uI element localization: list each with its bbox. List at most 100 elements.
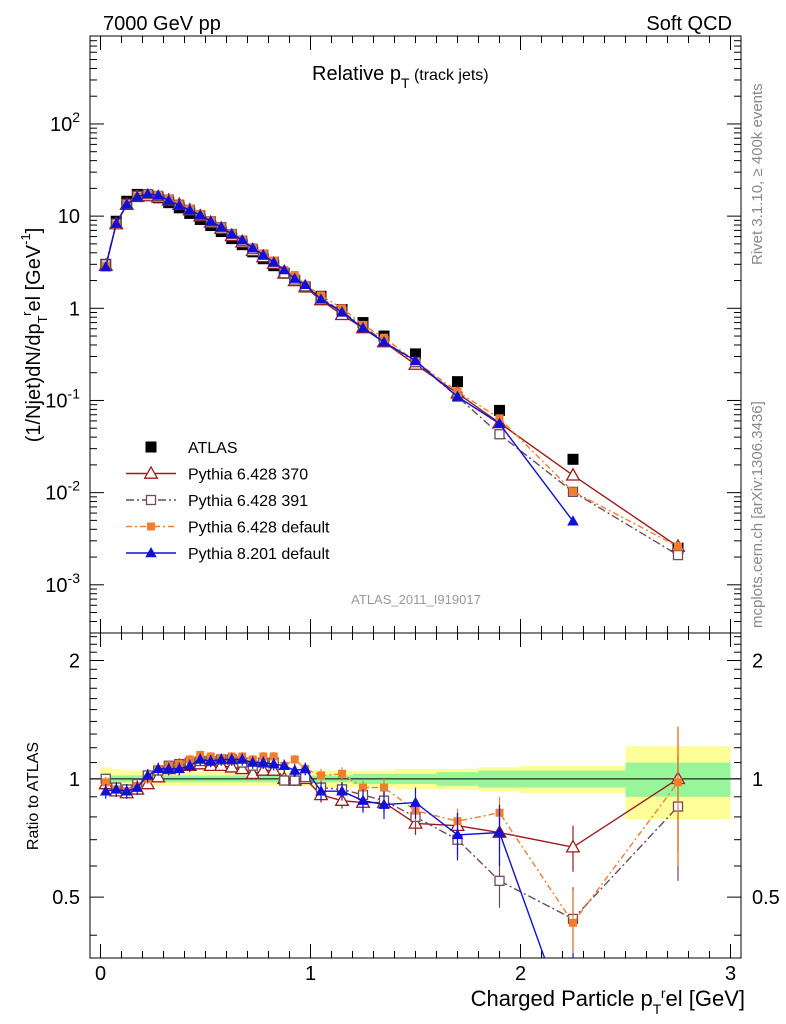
legend-label: Pythia 6.428 391 — [188, 493, 308, 510]
data-point — [215, 221, 227, 232]
ratio-point — [205, 755, 217, 766]
xlabel-main: Charged Particle p — [471, 986, 653, 1011]
legend-label: Pythia 8.201 default — [188, 546, 330, 563]
y-tick-label: 102 — [50, 109, 80, 136]
y-tick-label: 10 — [58, 206, 80, 228]
xlabel-sub: T — [653, 1001, 662, 1017]
data-point — [100, 261, 112, 272]
ratio-point — [565, 839, 581, 853]
data-point — [336, 306, 348, 317]
data-point — [494, 404, 505, 416]
legend: ATLAS Pythia 6.428 370 Pythia 6.428 391 Pyt… — [126, 440, 330, 563]
ratio-y-tick-label-right: 2 — [752, 651, 763, 673]
header-left: 7000 GeV pp — [103, 13, 221, 35]
y-tick-exp: 2 — [72, 109, 80, 125]
series-line — [105, 193, 679, 548]
x-tick-label: 2 — [515, 963, 526, 985]
y-tick-base: 1 — [69, 298, 80, 320]
ratio-point — [121, 785, 133, 796]
ratio-point — [224, 759, 240, 773]
ratio-point — [101, 778, 110, 787]
data-point — [410, 348, 421, 360]
legend-marker — [145, 441, 157, 453]
ratio-point — [359, 783, 367, 792]
x-tick-label: 0 — [95, 963, 106, 985]
data-point — [173, 199, 185, 210]
y-tick-label: 10-2 — [45, 478, 80, 505]
x-axis-label: Charged Particle pTrel [GeV] — [471, 985, 745, 1017]
y-tick-label: 10-1 — [45, 385, 80, 412]
y-tick-base: 10 — [58, 206, 80, 228]
y-tick-base: 10 — [45, 575, 67, 597]
y-tick-exp: -3 — [68, 570, 81, 586]
data-point — [236, 234, 248, 245]
ratio-point — [247, 756, 259, 767]
ratio-point — [142, 769, 154, 780]
y-tick-base: 10 — [45, 483, 67, 505]
ratio-point — [336, 785, 348, 796]
data-point — [674, 542, 682, 551]
data-point — [247, 242, 259, 253]
ratio-point — [338, 769, 346, 778]
y-tick-base: 10 — [45, 390, 67, 412]
ratio-y-tick-label-right: 1 — [752, 769, 763, 791]
data-point — [131, 190, 143, 201]
x-tick-label: 1 — [305, 963, 316, 985]
ratio-point — [152, 762, 164, 774]
ratio-point — [234, 760, 250, 775]
data-point — [205, 215, 217, 226]
ratio-point — [163, 762, 175, 774]
ratio-point — [451, 828, 464, 840]
ratio-point — [674, 778, 682, 787]
main-frame — [89, 35, 742, 634]
ratio-y-tick-label: 1 — [69, 769, 80, 791]
data-point — [110, 217, 122, 228]
data-point — [567, 453, 579, 465]
data-point — [315, 293, 327, 304]
ratio-point — [173, 762, 185, 774]
ratio-series — [98, 726, 686, 958]
data-point — [452, 376, 463, 388]
data-point — [451, 390, 464, 401]
data-point — [278, 264, 290, 275]
title-main: Relative p — [312, 63, 401, 85]
y-tick-exp: -1 — [68, 385, 81, 401]
ratio-point — [289, 775, 300, 786]
y-tick-label: 10-3 — [45, 570, 80, 597]
ratio-point — [278, 759, 290, 770]
mcplots-label: mcplots.cern.ch [arXiv:1306.3436] — [749, 401, 766, 628]
ratio-point — [279, 775, 290, 786]
y-tick-label: 1 — [69, 298, 80, 320]
ratio-point — [299, 762, 311, 774]
ratio-point — [357, 794, 369, 805]
ratio-point — [100, 785, 112, 796]
series-line — [105, 193, 574, 522]
ylabel-main: (1/Njet)dN/dp — [23, 323, 45, 442]
legend-marker — [145, 494, 157, 506]
data-point — [257, 248, 269, 260]
data-point — [289, 272, 301, 283]
main-series — [98, 187, 686, 561]
ratio-point — [380, 783, 388, 792]
ratio-point — [493, 826, 506, 837]
ratio-point — [255, 762, 271, 776]
data-point — [184, 204, 196, 215]
xlabel-suffix: el [GeV] — [666, 986, 745, 1011]
rivet-label: Rivet 3.1.10, ≥ 400k events — [749, 83, 766, 265]
ratio-point — [378, 798, 390, 809]
ylabel-sup: r — [19, 311, 34, 316]
legend-label: Pythia 6.428 default — [188, 520, 330, 537]
header-right: Soft QCD — [646, 13, 732, 35]
analysis-tag: ATLAS_2011_I919017 — [351, 592, 481, 607]
ratio-y-tick-label: 0.5 — [52, 887, 80, 909]
data-point — [409, 354, 422, 365]
main-title: Relative pT (track jets) — [312, 63, 489, 91]
ratio-point — [409, 796, 422, 807]
ratio-point — [289, 764, 301, 775]
ratio-point — [317, 771, 325, 780]
data-point — [163, 194, 175, 205]
data-point — [493, 417, 506, 428]
ratio-y-tick-label: 2 — [69, 651, 80, 673]
